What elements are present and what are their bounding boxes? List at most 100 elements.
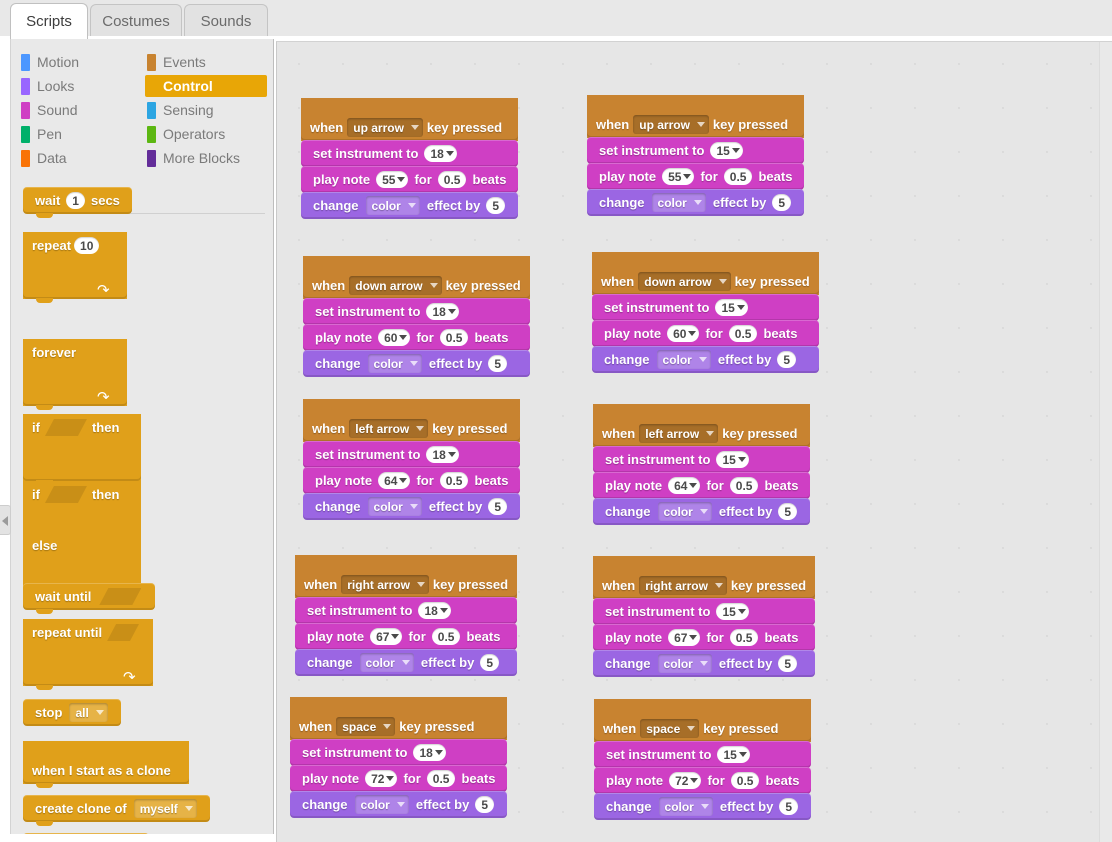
effect-dropdown[interactable]: color <box>354 795 409 814</box>
tab-costumes[interactable]: Costumes <box>90 4 182 38</box>
block-when-key-pressed[interactable]: when down arrow key pressed <box>592 252 819 299</box>
block-when-key-pressed[interactable]: when left arrow key pressed <box>593 404 811 451</box>
wait-until-condition-slot[interactable] <box>99 588 141 605</box>
block-change-effect[interactable]: change color effect by 5 <box>303 350 530 377</box>
block-play-note[interactable]: play note 60 for 0.5 beats <box>303 324 530 355</box>
block-change-effect[interactable]: change color effect by 5 <box>303 493 521 520</box>
block-when-key-pressed[interactable]: when space key pressed <box>290 697 508 744</box>
block-play-note[interactable]: play note 55 for 0.5 beats <box>301 166 519 197</box>
beats-input[interactable]: 0.5 <box>728 325 758 342</box>
key-dropdown[interactable]: left arrow <box>349 419 429 438</box>
block-change-effect[interactable]: change color effect by 5 <box>593 498 811 525</box>
instrument-input[interactable]: 18 <box>413 744 446 761</box>
instrument-input[interactable]: 18 <box>426 303 459 320</box>
block-when-key-pressed[interactable]: when up arrow key pressed <box>587 95 805 142</box>
instrument-input[interactable]: 15 <box>716 603 749 620</box>
category-more-blocks[interactable]: More Blocks <box>145 147 267 169</box>
block-when-key-pressed[interactable]: when right arrow key pressed <box>593 556 816 603</box>
block-set-instrument[interactable]: set instrument to 15 <box>592 294 819 325</box>
workspace-scrollbar[interactable] <box>1099 42 1112 842</box>
repeat-until-condition-slot[interactable] <box>107 624 139 641</box>
instrument-input[interactable]: 15 <box>716 451 749 468</box>
block-set-instrument[interactable]: set instrument to 15 <box>593 598 816 629</box>
effect-amount-input[interactable]: 5 <box>480 654 500 671</box>
wait-secs-input[interactable]: 1 <box>66 192 85 209</box>
key-dropdown[interactable]: right arrow <box>639 576 727 595</box>
block-change-effect[interactable]: change color effect by 5 <box>290 791 508 818</box>
note-input[interactable]: 72 <box>669 772 702 789</box>
beats-input[interactable]: 0.5 <box>431 628 461 645</box>
if-condition-slot[interactable] <box>45 419 87 436</box>
block-set-instrument[interactable]: set instrument to 15 <box>594 741 812 772</box>
palette-block-wait[interactable]: wait 1 secs <box>23 187 132 218</box>
effect-amount-input[interactable]: 5 <box>777 351 797 368</box>
tab-scripts[interactable]: Scripts <box>10 3 88 39</box>
key-dropdown[interactable]: up arrow <box>347 118 423 137</box>
key-dropdown[interactable]: left arrow <box>639 424 719 443</box>
category-sound[interactable]: Sound <box>19 99 139 121</box>
effect-amount-input[interactable]: 5 <box>779 798 799 815</box>
key-dropdown[interactable]: up arrow <box>633 115 709 134</box>
block-play-note[interactable]: play note 64 for 0.5 beats <box>303 467 521 498</box>
palette-block-repeat-until[interactable]: repeat until ↷ <box>23 619 153 690</box>
palette-block-if-then[interactable]: if then <box>23 414 141 485</box>
scripts-workspace[interactable]: when up arrow key pressed set instrument to… <box>276 41 1112 842</box>
effect-dropdown[interactable]: color <box>359 653 414 672</box>
category-motion[interactable]: Motion <box>19 51 139 73</box>
note-input[interactable]: 55 <box>376 171 409 188</box>
effect-dropdown[interactable]: color <box>658 797 713 816</box>
beats-input[interactable]: 0.5 <box>730 772 760 789</box>
palette-block-stop[interactable]: stop all <box>23 699 121 726</box>
category-control[interactable]: Control <box>145 75 267 97</box>
block-set-instrument[interactable]: set instrument to 18 <box>303 441 521 472</box>
effect-dropdown[interactable]: color <box>367 354 422 373</box>
block-set-instrument[interactable]: set instrument to 18 <box>295 597 518 628</box>
note-input[interactable]: 67 <box>668 629 701 646</box>
if-else-condition-slot[interactable] <box>45 486 87 503</box>
note-input[interactable]: 64 <box>668 477 701 494</box>
note-input[interactable]: 55 <box>662 168 695 185</box>
block-set-instrument[interactable]: set instrument to 15 <box>593 446 811 477</box>
instrument-input[interactable]: 18 <box>424 145 457 162</box>
effect-amount-input[interactable]: 5 <box>486 197 506 214</box>
category-looks[interactable]: Looks <box>19 75 139 97</box>
effect-amount-input[interactable]: 5 <box>475 796 495 813</box>
key-dropdown[interactable]: right arrow <box>341 575 429 594</box>
instrument-input[interactable]: 15 <box>715 299 748 316</box>
effect-dropdown[interactable]: color <box>365 196 420 215</box>
key-dropdown[interactable]: space <box>336 717 396 736</box>
note-input[interactable]: 60 <box>667 325 700 342</box>
beats-input[interactable]: 0.5 <box>729 477 759 494</box>
stop-target-dropdown[interactable]: all <box>69 703 108 722</box>
beats-input[interactable]: 0.5 <box>426 770 456 787</box>
key-dropdown[interactable]: down arrow <box>638 272 731 291</box>
effect-amount-input[interactable]: 5 <box>778 655 798 672</box>
key-dropdown[interactable]: space <box>640 719 700 738</box>
palette-block-forever[interactable]: forever ↷ <box>23 339 127 410</box>
block-when-key-pressed[interactable]: when down arrow key pressed <box>303 256 530 303</box>
palette-block-wait-until[interactable]: wait until <box>23 583 156 614</box>
beats-input[interactable]: 0.5 <box>723 168 753 185</box>
effect-dropdown[interactable]: color <box>656 350 711 369</box>
block-change-effect[interactable]: change color effect by 5 <box>592 346 819 373</box>
block-play-note[interactable]: play note 64 for 0.5 beats <box>593 472 811 503</box>
create-clone-target-dropdown[interactable]: myself <box>133 799 197 818</box>
block-when-key-pressed[interactable]: when left arrow key pressed <box>303 399 521 446</box>
palette-block-when-i-start-as-clone[interactable]: when I start as a clone <box>23 741 189 788</box>
block-change-effect[interactable]: change color effect by 5 <box>295 649 518 676</box>
instrument-input[interactable]: 18 <box>418 602 451 619</box>
block-change-effect[interactable]: change color effect by 5 <box>301 192 519 219</box>
block-when-key-pressed[interactable]: when space key pressed <box>594 699 812 746</box>
palette-block-create-clone[interactable]: create clone of myself <box>23 795 210 826</box>
block-set-instrument[interactable]: set instrument to 15 <box>587 137 805 168</box>
instrument-input[interactable]: 15 <box>717 746 750 763</box>
note-input[interactable]: 67 <box>370 628 403 645</box>
block-palette[interactable]: Motion Events Looks Control Sound Sensin… <box>10 39 274 834</box>
category-operators[interactable]: Operators <box>145 123 267 145</box>
palette-block-if-else[interactable]: if then else <box>23 481 141 603</box>
beats-input[interactable]: 0.5 <box>729 629 759 646</box>
repeat-count-input[interactable]: 10 <box>74 237 100 254</box>
effect-dropdown[interactable]: color <box>651 193 706 212</box>
category-sensing[interactable]: Sensing <box>145 99 267 121</box>
category-data[interactable]: Data <box>19 147 139 169</box>
